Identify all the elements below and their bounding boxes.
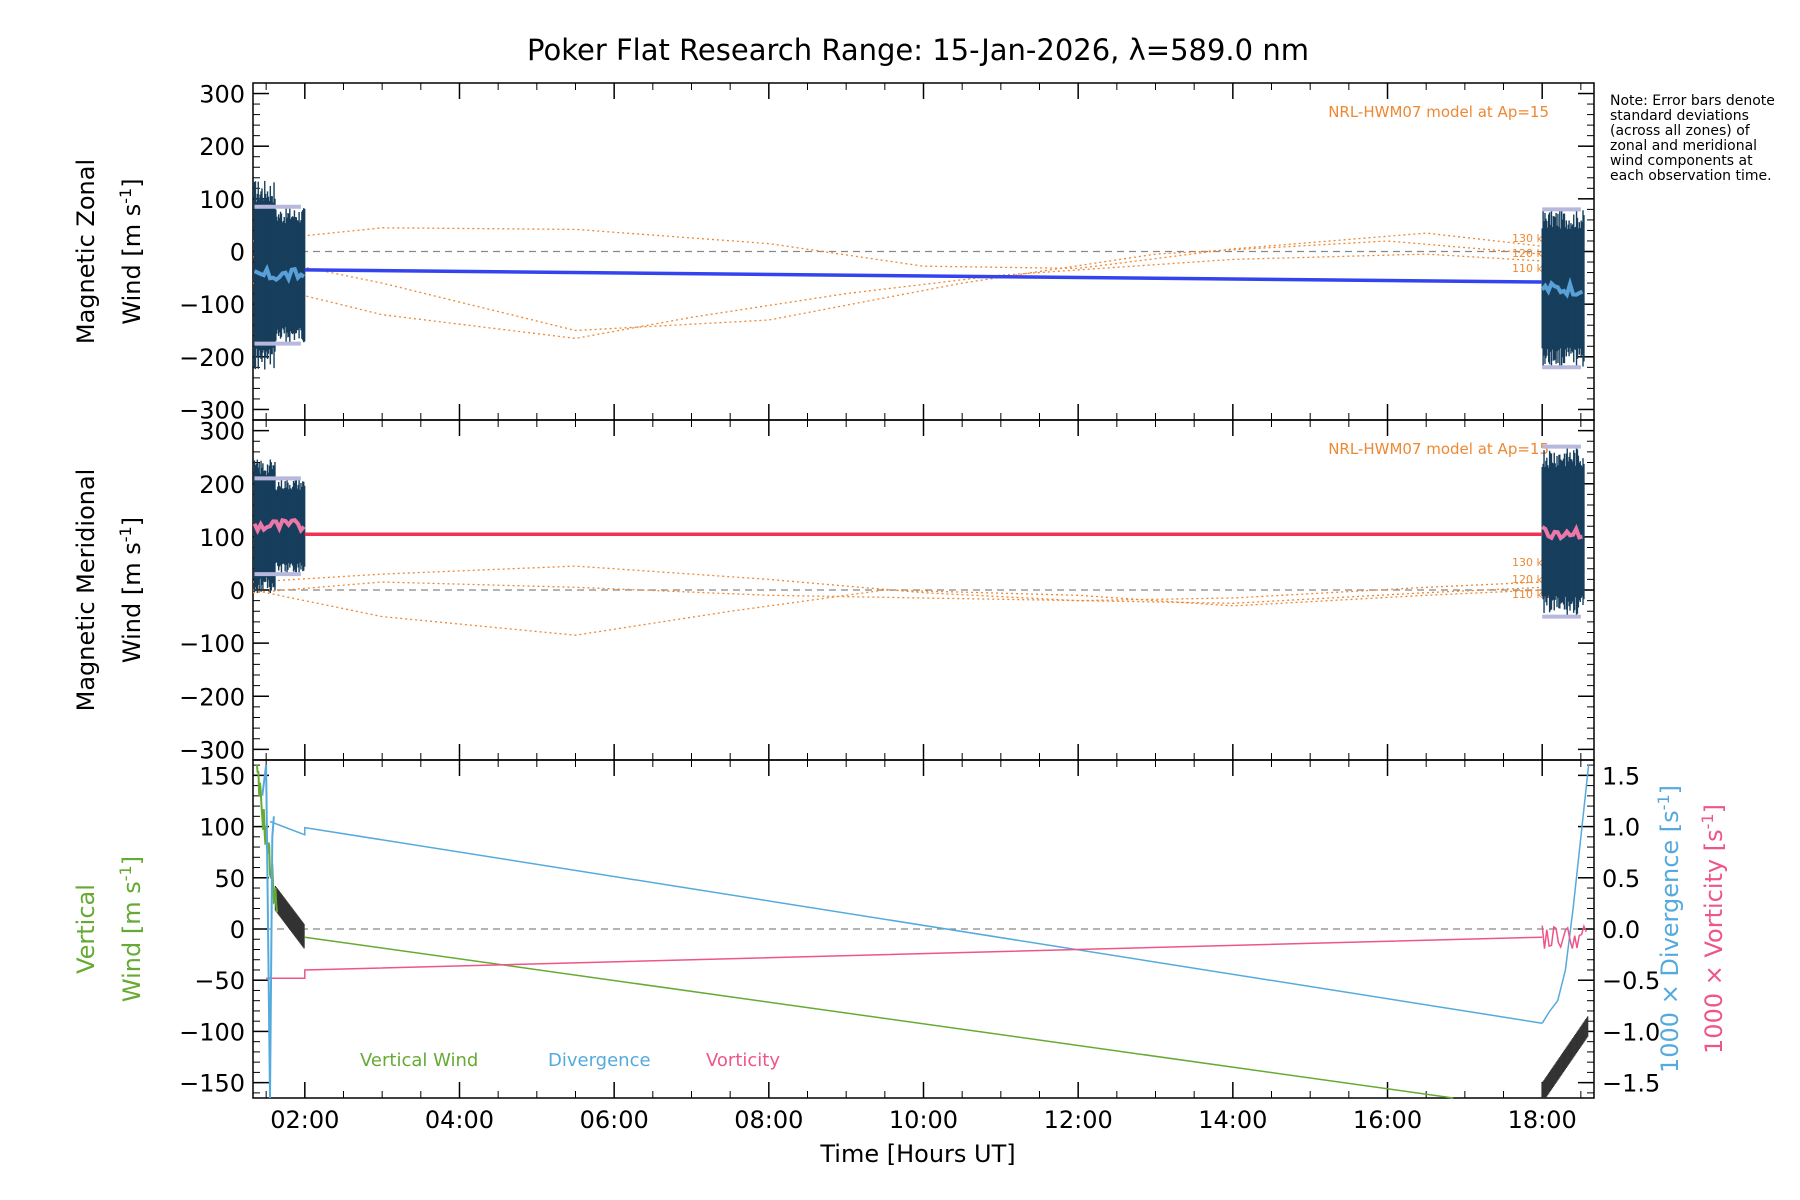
model-curve-120-km [252, 240, 1543, 332]
measured-points [253, 263, 306, 285]
ylabel-line2-vertical: Wind [m s-1] [116, 856, 146, 1002]
x-tick-label: 04:00 [425, 1106, 494, 1134]
error-bar-note: Note: Error bars denote standard deviati… [1610, 93, 1775, 184]
model-curve-130-km [252, 227, 1543, 270]
legend-vorticity: Vorticity [706, 1050, 780, 1071]
panel-frame-meridional [252, 419, 1595, 761]
error-bars-zonal-0 [253, 180, 306, 370]
model-curve-120-km [252, 581, 1543, 604]
y-tick-label: 300 [199, 418, 245, 446]
x-tick-label: 12:00 [1044, 1106, 1113, 1134]
x-tick-label: 06:00 [580, 1106, 649, 1134]
series-divergence [269, 820, 1543, 1024]
y-tick-label: 200 [199, 133, 245, 161]
y-tick-label: −200 [179, 683, 245, 711]
y-right-tick-label: 1.5 [1602, 762, 1640, 790]
panel-meridional: 300 200 100 0 −100 −200 −300 Magnetic Meridiona… [72, 418, 1595, 764]
y-tick-label: 0 [230, 916, 245, 944]
panel-zonal: 300 200 100 0 −100 −200 −300 Magnetic Zonal Wind… [72, 81, 1595, 424]
ylabel-line1-vertical: Vertical [72, 884, 100, 974]
ylabel-right-divergence: 1000 × Divergence [s-1] [1654, 785, 1684, 1073]
y-tick-label: 200 [199, 471, 245, 499]
error-bars-meridional-1 [1541, 444, 1585, 619]
y-right-tick-label: −1.0 [1602, 1018, 1660, 1046]
x-tick-label: 08:00 [734, 1106, 803, 1134]
y-right-tick-label: −0.5 [1602, 967, 1660, 995]
y-tick-label: −300 [179, 396, 245, 424]
y-right-tick-label: −1.5 [1602, 1070, 1660, 1098]
model-label: NRL-HWM07 model at Ap=15 [1328, 103, 1549, 121]
error-bars-meridional-0 [252, 459, 306, 594]
y-tick-label: −100 [179, 291, 245, 319]
y-tick-label: −300 [179, 736, 245, 764]
divergence-early-spike [261, 764, 275, 1099]
legend-divergence: Divergence [548, 1050, 651, 1071]
panel-frame-zonal [252, 82, 1595, 421]
legend-vertical-wind: Vertical Wind [360, 1050, 478, 1071]
y-tick-label: 0 [230, 577, 245, 605]
y-tick-label: 300 [199, 81, 245, 109]
x-axis: 02:00 04:00 06:00 08:00 10:00 12:00 14:00 16:00… [270, 1106, 1577, 1134]
y-tick-label: −100 [179, 1018, 245, 1046]
y-tick-label: 100 [199, 814, 245, 842]
x-tick-label: 10:00 [889, 1106, 958, 1134]
model-curve-110-km [252, 253, 1543, 340]
model-label: NRL-HWM07 model at Ap=15 [1328, 440, 1549, 458]
y-tick-label: −200 [179, 344, 245, 372]
ylabel-line1-meridional: Magnetic Meridional [72, 469, 100, 712]
panel-frame-vertical [252, 759, 1595, 1099]
ylabel-line1-zonal: Magnetic Zonal [72, 159, 100, 344]
y-tick-label: 100 [199, 524, 245, 552]
chart-title: Poker Flat Research Range: 15-Jan-2026, … [527, 33, 1309, 67]
y-tick-label: 0 [230, 239, 245, 267]
ylabel-right-vorticity: 1000 × Vorticity [s-1] [1698, 804, 1728, 1054]
vorticity-late [1541, 923, 1587, 949]
series-vertical-wind [304, 936, 1454, 1099]
x-tick-label: 16:00 [1353, 1106, 1422, 1134]
y-tick-label: 100 [199, 186, 245, 214]
x-tick-label: 02:00 [270, 1106, 339, 1134]
measured-points [1541, 523, 1583, 542]
ylabel-line2-zonal: Wind [m s-1] [116, 178, 146, 324]
x-axis-label: Time [Hours UT] [819, 1140, 1015, 1168]
y-tick-label: −150 [179, 1070, 245, 1098]
x-tick-label: 14:00 [1198, 1106, 1267, 1134]
x-tick-label: 18:00 [1508, 1106, 1577, 1134]
y-right-tick-label: 1.0 [1602, 814, 1640, 842]
error-bars-zonal-1 [1540, 207, 1585, 370]
model-curve-110-km [252, 589, 1543, 636]
y-tick-label: 50 [214, 865, 245, 893]
y-tick-label: −100 [179, 630, 245, 658]
y-tick-label: −50 [194, 967, 245, 995]
measured-points [252, 517, 306, 535]
measured-points [1540, 276, 1584, 299]
model-curve-130-km [252, 565, 1543, 602]
divergence-late [1541, 765, 1590, 1024]
panel-vertical: 150 100 50 0 −50 −100 −150 Vertical Wind [m s-1]… [72, 759, 1728, 1099]
y-right-tick-label: 0.0 [1602, 916, 1640, 944]
ylabel-line2-meridional: Wind [m s-1] [116, 517, 146, 663]
error-bars-vertical [274, 885, 1589, 1098]
series-zonal-wind [304, 268, 1543, 284]
y-right-tick-label: 0.5 [1602, 865, 1640, 893]
panels-layer: 300 200 100 0 −100 −200 −300 Magnetic Zonal Wind… [72, 81, 1728, 1099]
series-vorticity [266, 936, 1543, 979]
y-tick-label: 150 [199, 762, 245, 790]
